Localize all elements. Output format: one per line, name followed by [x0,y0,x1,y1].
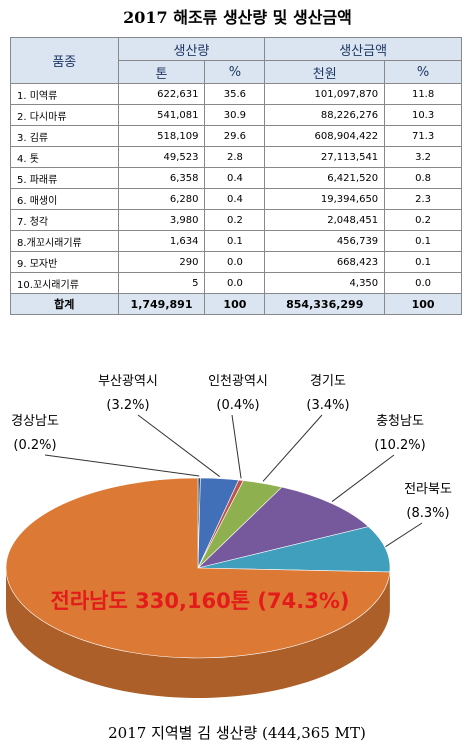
category-label: 경기도 [310,374,346,389]
table-row: 6. 매생이 6,280 0.4 19,394,650 2.3 [10,188,462,210]
category-label: 부산광역시 [98,374,158,389]
table-title: 2017 해조류 생산량 및 생산금액 [123,8,352,27]
table-cell: 2,048,451 [264,209,386,231]
value-label: (8.3%) [406,506,449,521]
table-cell: 6,358 [117,167,206,189]
table-row: 2. 다시마류 541,081 30.9 88,226,276 10.3 [10,104,462,126]
leader-line [385,522,423,548]
table-row: 1. 미역류 622,631 35.6 101,097,870 11.8 [10,83,462,105]
value-label: (0.2%) [13,438,56,453]
leader-line [44,454,200,477]
category-label: 충청남도 [376,414,424,429]
value-label: (3.4%) [306,398,349,413]
leader-line [262,414,323,482]
highlight-label: 전라남도 330,160톤 (74.3%) [51,589,350,613]
pie-slice [196,486,370,569]
leader-line [137,414,220,477]
leader-line [331,454,395,502]
header-cell: 톤 [117,60,206,84]
category-label: 전라북도 [404,482,452,497]
table-row: 10.꼬시래기류 5 0.0 4,350 0.0 [10,272,462,294]
table-row: 7. 청각 3,980 0.2 2,048,451 0.2 [10,209,462,231]
pie-slice [5,477,391,659]
table-row: 5. 파래류 6,358 0.4 6,421,520 0.8 [10,167,462,189]
table-cell: 854,336,299 [264,293,386,315]
category-label: 전라남도 [51,589,128,613]
pie-slice [197,526,391,573]
table-cell: 6,280 [117,188,206,210]
chart-title: 2017 지역별 김 생산량 (444,365 MT) [108,724,366,742]
value-label: 330,160톤 (74.3%) [135,589,349,613]
pie-side [5,568,390,699]
category-label: 인천광역시 [208,374,268,389]
table-row: 9. 모자반 290 0.0 668,423 0.1 [10,251,462,273]
table-row: 8.개꼬시래기류 1,634 0.1 456,739 0.1 [10,230,462,252]
value-label: (10.2%) [374,438,425,453]
table-cell: 100 [204,293,266,315]
header-cell: 천원 [264,60,386,84]
value-label: (0.4%) [216,398,259,413]
leader-line [231,414,242,479]
category-label: 경상남도 [11,414,59,429]
header-cell: 생산량 [117,37,266,61]
table-row: 합계 1,749,891 100 854,336,299 100 [10,293,462,315]
value-label: (3.2%) [106,398,149,413]
header-cell: 생산금액 [264,37,462,61]
table-cell: 1,749,891 [117,293,206,315]
header-cell: % [204,60,266,84]
data-table: 품종 생산량 생산금액 톤 % 천원 % 1. 미역류 622,631 35.6 10… [10,37,462,315]
header-cell: % [384,60,462,84]
table-cell: 100 [384,293,462,315]
table-row: 3. 김류 518,109 29.6 608,904,422 71.3 [10,125,462,147]
table-cell: 합계 [10,293,119,315]
